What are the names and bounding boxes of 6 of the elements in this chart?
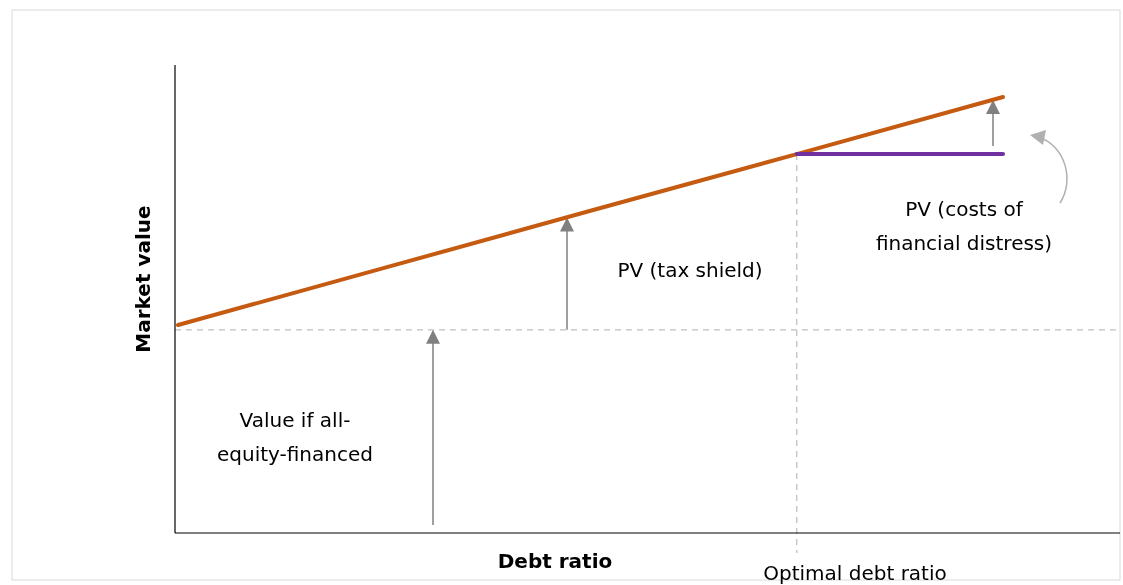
annotation: PV (costs of financial distress) xyxy=(875,197,1053,255)
x-axis-title: Debt ratio xyxy=(497,549,613,573)
y-axis-title: Market value xyxy=(131,205,155,353)
annotation: Value if all-equity-financed xyxy=(217,408,373,466)
annotation: PV (tax shield) xyxy=(617,258,763,282)
text: Optimal debt ratio xyxy=(763,561,947,585)
